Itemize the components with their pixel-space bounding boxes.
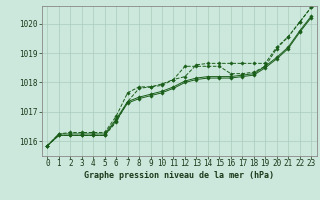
- X-axis label: Graphe pression niveau de la mer (hPa): Graphe pression niveau de la mer (hPa): [84, 171, 274, 180]
